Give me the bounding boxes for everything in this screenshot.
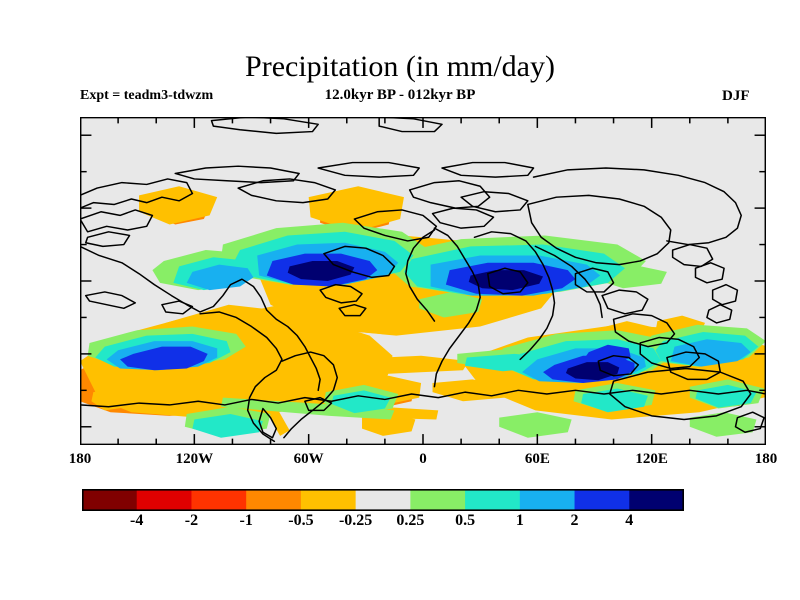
colorbar-tick-label: 0.25 <box>396 512 425 529</box>
season-label: DJF <box>722 88 750 104</box>
x-tick-label: 180 <box>754 451 778 467</box>
x-tick-label: 180 <box>68 451 92 467</box>
x-tick-label: 120E <box>635 451 668 467</box>
colorbar-tick-label: -0.5 <box>288 512 314 529</box>
x-tick-label: 120W <box>175 451 214 467</box>
x-tick-label: 60W <box>293 451 324 467</box>
colorbar-swatch <box>519 489 576 511</box>
coastlines <box>80 117 766 443</box>
experiment-label: Expt = teadm3-tdwzm <box>80 88 214 103</box>
x-tick-label: 60E <box>524 451 550 467</box>
colorbar-tick-label: 2 <box>570 512 579 529</box>
map-plot-area <box>80 117 766 445</box>
anomaly-region <box>120 346 208 371</box>
colorbar-tick-label: -4 <box>130 512 144 529</box>
anomaly-region <box>228 304 340 347</box>
anomaly-region <box>419 291 483 318</box>
anomaly-region <box>689 412 757 437</box>
colorbar-frame <box>82 489 684 511</box>
colorbar-tick-label: -0.25 <box>338 512 373 529</box>
chart-subtitle: 12.0kyr BP - 012kyr BP <box>324 87 476 103</box>
anomaly-region <box>584 344 631 365</box>
colorbar-swatch <box>465 489 521 511</box>
anomaly-region <box>192 414 263 438</box>
map-svg <box>80 117 766 445</box>
colorbar-swatch <box>300 489 357 511</box>
anomaly-region <box>308 186 404 232</box>
anomaly-region <box>565 362 620 381</box>
colorbar-tick-label: 0.5 <box>455 512 476 529</box>
colorbar-tick-label: 4 <box>625 512 634 529</box>
anomaly-region <box>139 186 218 225</box>
colorbar-swatch <box>574 489 630 511</box>
anomaly-region <box>670 339 751 367</box>
colorbar-tick-label: -2 <box>184 512 199 529</box>
anomaly-region <box>581 388 648 413</box>
anomaly-region <box>306 355 469 376</box>
colorbar-swatch <box>191 489 247 511</box>
colorbar-svg <box>82 489 684 511</box>
colorbar <box>82 489 684 511</box>
anomaly-region <box>331 390 391 414</box>
colorbar-swatch <box>82 489 138 511</box>
x-tick-label: 0 <box>419 451 427 467</box>
anomaly-region <box>186 264 254 291</box>
colorbar-swatch <box>246 489 302 511</box>
colorbar-tick-label: 1 <box>515 512 524 529</box>
colorbar-tick-label: -1 <box>239 512 253 529</box>
colorbar-swatch <box>355 489 411 511</box>
colorbar-swatch <box>410 489 466 511</box>
chart-title: Precipitation (in mm/day) <box>245 50 555 83</box>
colorbar-swatch <box>629 489 684 511</box>
colorbar-swatch <box>136 489 192 511</box>
axis-ticks <box>80 117 766 445</box>
anomaly-region <box>499 412 572 438</box>
anomaly-field <box>80 186 766 438</box>
